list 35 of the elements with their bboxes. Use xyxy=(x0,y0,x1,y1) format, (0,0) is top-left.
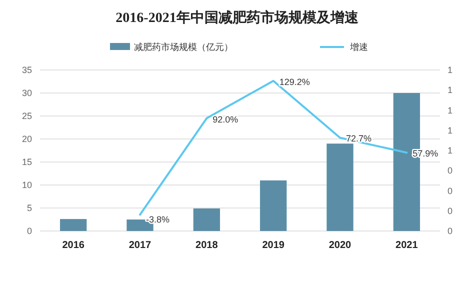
y-tick-label: 5 xyxy=(26,203,32,213)
legend-label: 增速 xyxy=(349,42,368,52)
x-tick-label: 2019 xyxy=(262,240,285,251)
x-tick-label: 2018 xyxy=(196,240,218,251)
y-tick-label: 30 xyxy=(22,88,32,98)
data-label: 129.2% xyxy=(279,76,310,87)
y2-tick-label: 0 xyxy=(447,206,453,216)
data-label: 92.0% xyxy=(212,114,238,124)
y2-tick-label: 1 xyxy=(447,65,453,75)
y2-tick-label: 1 xyxy=(447,146,453,156)
data-label: -3.8% xyxy=(146,214,170,225)
x-tick-label: 2020 xyxy=(328,240,352,251)
x-tick-label: 2021 xyxy=(396,240,418,251)
bar xyxy=(193,208,220,231)
y2-tick-label: 0 xyxy=(447,226,453,236)
bar xyxy=(326,144,354,231)
bar xyxy=(60,219,87,231)
y-tick-label: 35 xyxy=(22,65,32,75)
line-series xyxy=(139,80,408,216)
x-tick-label: 2017 xyxy=(128,240,152,251)
y2-tick-label: 1 xyxy=(447,105,453,116)
legend-label: 减肥药市场规模（亿元） xyxy=(134,42,233,52)
y2-tick-label: 0 xyxy=(447,166,453,176)
data-label: 72.7% xyxy=(346,134,372,144)
y-tick-label: 20 xyxy=(22,134,32,144)
y-tick-label: 10 xyxy=(22,180,32,190)
y-tick-label: 15 xyxy=(22,157,32,167)
y-tick-label: 0 xyxy=(26,226,32,236)
chart-title: 2016-2021年中国减肥药市场规模及增速 xyxy=(116,9,360,26)
y2-tick-label: 1 xyxy=(447,125,453,136)
y2-tick-label: 0 xyxy=(447,186,453,196)
y-tick-label: 25 xyxy=(22,111,32,121)
x-tick-label: 2016 xyxy=(62,240,85,251)
bar xyxy=(260,180,287,231)
y2-tick-label: 1 xyxy=(447,85,453,96)
